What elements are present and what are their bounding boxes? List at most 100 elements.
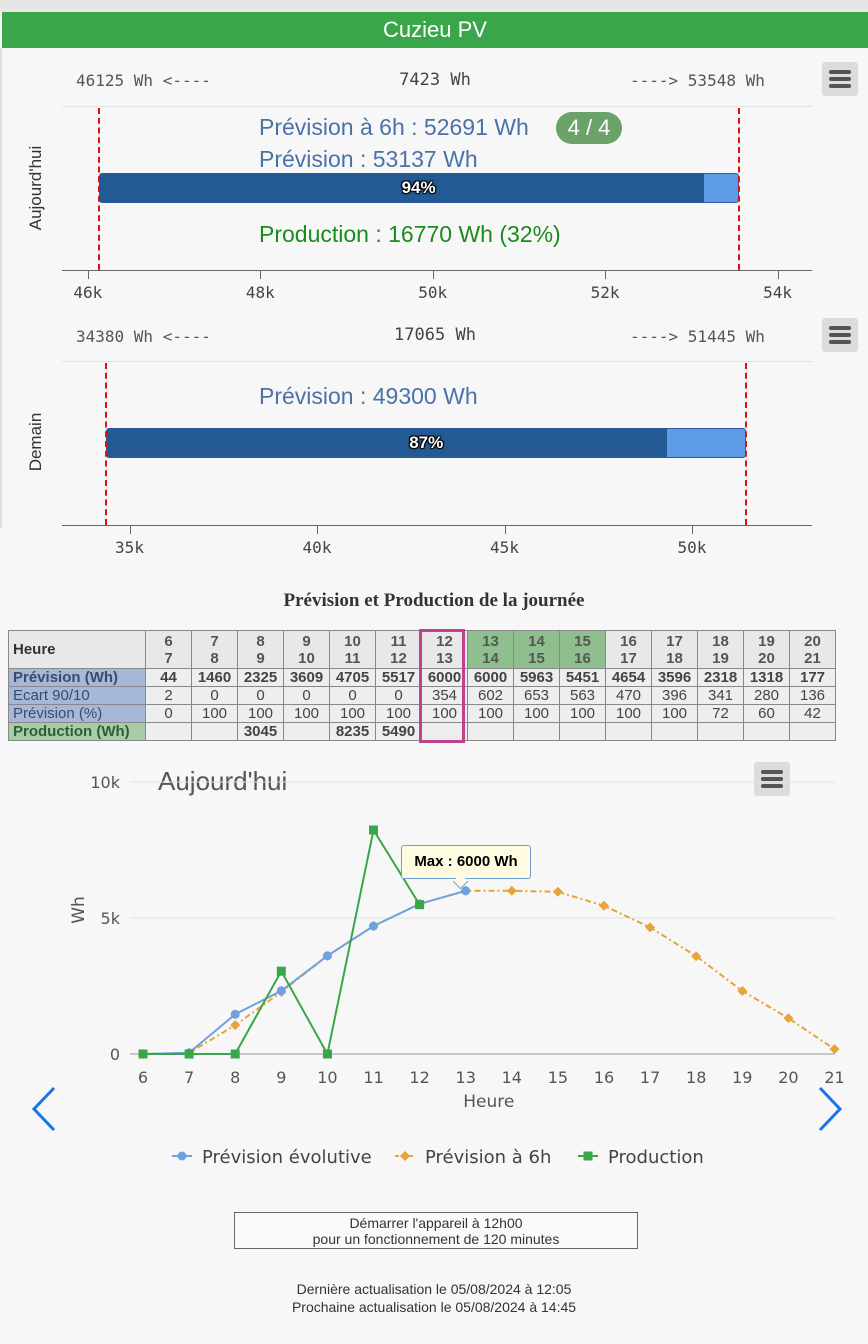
table-cell: 60 (743, 704, 790, 723)
data-point (369, 825, 378, 835)
table-hour-header: 16 17 (605, 630, 652, 669)
today-forecast: Prévision : 53137 Wh (259, 146, 478, 172)
table-cell (743, 722, 790, 741)
table-cell: 177 (789, 668, 836, 687)
axis-tick-label: 35k (115, 538, 144, 557)
x-tick-label: 9 (276, 1068, 286, 1087)
x-tick-label: 10 (317, 1068, 337, 1087)
today-max-label: ----> 53548 Wh (630, 71, 765, 90)
x-tick-label: 12 (409, 1068, 429, 1087)
x-tick-label: 21 (824, 1068, 844, 1087)
top-strip (0, 0, 868, 12)
max-tooltip: Max : 6000 Wh (401, 845, 531, 879)
axis-tick-label: 54k (763, 283, 792, 302)
table-title: Prévision et Production de la journée (283, 590, 585, 611)
x-tick-label: 13 (456, 1068, 476, 1087)
tomorrow-menu-button[interactable] (822, 318, 858, 352)
tomorrow-separator (62, 361, 812, 362)
table-cell: 100 (191, 704, 238, 723)
today-percent-label: 94% (401, 178, 436, 197)
table-cell: 100 (283, 704, 330, 723)
table-cell: 100 (329, 704, 376, 723)
table-cell: 2325 (237, 668, 284, 687)
series-line-diamond (142, 889, 836, 1055)
chart-title: Aujourd'hui (158, 766, 288, 796)
data-point (230, 1009, 240, 1019)
legend-marker (400, 1151, 410, 1161)
table-cell: 3045 (237, 722, 284, 741)
x-tick-label: 8 (230, 1068, 240, 1087)
legend-label: Prévision à 6h (425, 1147, 551, 1168)
table-cell: 6000 (467, 668, 514, 687)
table-cell: 354 (421, 686, 468, 705)
table-hour-header: 15 16 (559, 630, 606, 669)
table-cell: 341 (697, 686, 744, 705)
tomorrow-min-label: 34380 Wh <---- (76, 327, 211, 346)
x-tick-label: 17 (640, 1068, 660, 1087)
legend-marker (177, 1151, 187, 1161)
table-cell: 0 (191, 686, 238, 705)
table-cell: 563 (559, 686, 606, 705)
axis-tick (777, 270, 779, 279)
chart-menu-button[interactable] (754, 762, 790, 796)
tomorrow-max-label: ----> 51445 Wh (630, 327, 765, 346)
tomorrow-side-label: Demain (26, 412, 45, 472)
table-cell: 42 (789, 704, 836, 723)
table-cell: 100 (651, 704, 698, 723)
table-hour-header: 11 12 (375, 630, 422, 669)
data-point (599, 900, 609, 911)
axis-tick-label: 40k (302, 538, 332, 557)
series-line-square (143, 827, 421, 1057)
tomorrow-forecast: Prévision : 49300 Wh (259, 383, 478, 409)
x-tick-label: 15 (548, 1068, 568, 1087)
table-cell: 100 (513, 704, 560, 723)
table-cell: 653 (513, 686, 560, 705)
table-row: Production (Wh) 3045 8235 5490 (8, 722, 836, 741)
tomorrow-progress-bar: 87% (106, 428, 747, 458)
table-hour-header: 10 11 (329, 630, 376, 669)
current-hour-highlight (419, 629, 465, 743)
tomorrow-progress-fill (107, 429, 667, 457)
table-row: Prévision (%) 0 100 100 100 100 100 100 100 100 10… (8, 704, 836, 723)
legend-marker (583, 1151, 593, 1161)
data-point (230, 1020, 241, 1031)
table-row-label: Prévision (Wh) (8, 668, 146, 687)
table-cell: 3596 (651, 668, 698, 687)
x-tick-label: 20 (778, 1068, 798, 1087)
table-cell: 0 (145, 704, 192, 723)
today-progress-bar: 94% (98, 173, 739, 203)
table-cell: 5517 (375, 668, 422, 687)
y-tick-label: 10k (90, 773, 120, 792)
data-point (276, 986, 286, 996)
today-side-label: Aujourd'hui (26, 145, 45, 231)
table-cell: 1460 (191, 668, 238, 687)
table-cell: 5451 (559, 668, 606, 687)
table-cell: 0 (237, 686, 284, 705)
next-arrow-icon[interactable] (814, 1084, 844, 1147)
x-tick-label: 16 (594, 1068, 614, 1087)
y-axis-label: Wh (69, 896, 89, 924)
data-point (184, 1049, 194, 1059)
table-cell: 100 (467, 704, 514, 723)
previous-arrow-icon[interactable] (30, 1084, 60, 1147)
data-point (461, 886, 471, 896)
y-tick-label: 0 (110, 1045, 120, 1064)
table-cell (697, 722, 744, 741)
next-update-text: Prochaine actualisation le 05/08/2024 à … (291, 1299, 577, 1315)
series-line-circle (142, 889, 466, 1055)
today-menu-button[interactable] (822, 62, 858, 96)
table-cell: 100 (421, 704, 468, 723)
today-progress-fill (99, 174, 705, 202)
table-header-label: Heure (8, 630, 146, 669)
advice-box: Démarrer l'appareil à 12h00 pour un fonc… (234, 1212, 638, 1249)
x-axis-label: Heure (463, 1092, 514, 1112)
last-update-text: Dernière actualisation le 05/08/2024 à 1… (296, 1281, 572, 1297)
today-range-label: 7423 Wh (399, 70, 471, 90)
x-tick-label: 14 (502, 1068, 522, 1087)
x-tick-label: 11 (363, 1068, 383, 1087)
axis-tick (317, 525, 318, 534)
table-cell: 5490 (375, 722, 422, 741)
y-tick-label: 5k (101, 909, 121, 928)
